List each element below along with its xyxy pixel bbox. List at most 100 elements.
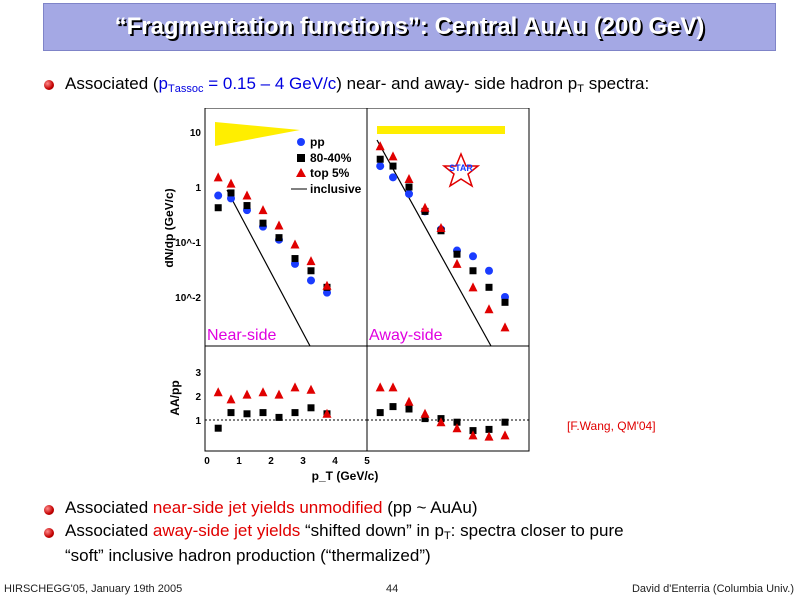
near-top-point [322, 280, 332, 290]
ratio_away-mid-point [405, 405, 413, 413]
away-pp-point [405, 189, 413, 198]
legend-mid: 80-40% [310, 151, 352, 165]
bullet-icon [44, 80, 54, 90]
near-band [215, 122, 300, 146]
near-pp-point [214, 191, 223, 200]
ratio_near-mid-point [275, 413, 283, 421]
bullet-icon [44, 528, 54, 538]
ratio_near-mid-point [259, 409, 267, 417]
y-tick-label: 10^-1 [175, 238, 201, 249]
x-tick-label: 5 [364, 456, 370, 467]
near-top-point [242, 190, 252, 200]
away-top-point [484, 304, 494, 314]
near-mid-point [259, 219, 267, 227]
ratio_near-mid-point [291, 409, 299, 417]
x-tick-label: 2 [268, 456, 274, 467]
legend-top: top 5% [310, 166, 350, 180]
ratio_near-mid-point [214, 424, 222, 432]
near-mid-point [275, 234, 283, 242]
ratio_away-mid-point [421, 415, 429, 423]
away-mid-point [469, 267, 477, 275]
ratio_near-mid-point [243, 410, 251, 418]
data-marks: 0 1 2 3 4 5 10 1 10^-1 10^-2 1 2 3 [175, 128, 510, 467]
ratio_away-mid-point [453, 418, 461, 426]
away-mid-point [485, 283, 493, 291]
y-tick-label: 10^-2 [175, 293, 201, 304]
away-inclusive-line [376, 139, 492, 347]
ratio_away-mid-point [389, 403, 397, 411]
away-side-label: Away-side [369, 327, 443, 344]
y-tick-label: 10 [190, 128, 202, 139]
away-top-point [375, 141, 385, 151]
away-top-point [404, 173, 414, 183]
ratio_near-top-point [242, 389, 252, 399]
ratio_near-top-point [213, 387, 223, 397]
bullet-line-1: Associated (pTassoc = 0.15 – 4 GeV/c) ne… [65, 74, 650, 95]
away-pp-point [469, 252, 477, 261]
near-top-point [274, 220, 284, 230]
ratio_away-mid-point [485, 425, 493, 433]
legend-mid-marker [297, 154, 305, 162]
y-axis-label-bottom: AA/pp [168, 380, 182, 415]
ratio-tick-label: 2 [195, 392, 201, 403]
ratio-tick-label: 3 [195, 368, 201, 379]
near-side-label: Near-side [207, 327, 276, 344]
away-pp-point [389, 173, 397, 182]
ratio_near-top-point [274, 389, 284, 399]
legend-inclusive: inclusive [310, 182, 362, 196]
slide-title: “Fragmentation functions”: Central AuAu … [114, 13, 705, 40]
away-band [377, 126, 505, 134]
x-tick-label: 3 [300, 456, 306, 467]
bullet-line-3: Associated away-side jet yields “shifted… [65, 521, 624, 542]
ratio_away-top-point [468, 430, 478, 440]
away-mid-point [389, 162, 397, 170]
x-tick-label: 0 [204, 456, 210, 467]
star-logo-icon [441, 152, 481, 188]
near-mid-point [214, 204, 222, 212]
reference: [F.Wang, QM'04] [567, 419, 656, 433]
ratio_near-top-point [258, 387, 268, 397]
ratio_away-top-point [500, 430, 510, 440]
away-mid-point [376, 155, 384, 163]
bullet-line-2: Associated near-side jet yields unmodifi… [65, 498, 478, 517]
x-tick-label: 4 [332, 456, 338, 467]
near-top-point [213, 172, 223, 182]
away-mid-point [405, 183, 413, 191]
near-inclusive-line [226, 189, 311, 347]
ratio_near-top-point [322, 408, 332, 418]
bullet-line-3b: “soft” inclusive hadron production (“the… [65, 546, 431, 565]
away-top-point [500, 322, 510, 332]
near-top-point [290, 239, 300, 249]
ratio_near-top-point [226, 394, 236, 404]
footer-page-number: 44 [386, 583, 399, 595]
away-top-point [388, 151, 398, 161]
ratio_away-top-point [484, 431, 494, 441]
ratio-tick-label: 1 [195, 416, 201, 427]
y-tick-label: 1 [195, 183, 201, 194]
ratio_away-top-point [452, 423, 462, 433]
ratio_away-top-point [375, 382, 385, 392]
bullet-icon [44, 505, 54, 515]
near-top-point [306, 256, 316, 266]
x-axis-label: p_T (GeV/c) [312, 469, 379, 483]
legend-pp: pp [310, 135, 325, 149]
ratio_away-mid-point [501, 418, 509, 426]
away-top-point [436, 222, 446, 232]
ratio_away-top-point [404, 396, 414, 406]
away-top-point [420, 202, 430, 212]
footer-left: HIRSCHEGG'05, January 19th 2005 [4, 583, 183, 595]
ratio_away-mid-point [376, 409, 384, 417]
near-mid-point [243, 202, 251, 210]
star-logo-text: STAR [449, 163, 473, 173]
ratio_near-top-point [290, 382, 300, 392]
title-bar: “Fragmentation functions”: Central AuAu … [43, 3, 776, 51]
near-top-point [226, 178, 236, 188]
ratio_away-top-point [436, 417, 446, 427]
spectra-figure: 0 1 2 3 4 5 10 1 10^-1 10^-2 1 2 3 dN/dp (GeV/c) AA/… [165, 108, 530, 483]
away-pp-point [376, 162, 385, 171]
near-mid-point [291, 255, 299, 263]
legend-top-marker [296, 168, 306, 177]
legend-pp-marker [297, 138, 305, 146]
away-top-point [468, 282, 478, 292]
away-pp-point [485, 266, 493, 275]
